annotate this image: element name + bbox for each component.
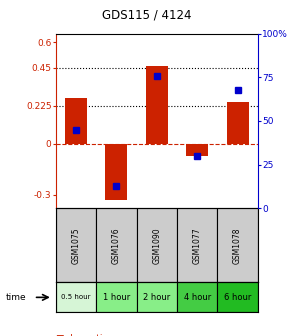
Bar bbox=[56, 208, 96, 282]
Bar bbox=[217, 208, 258, 282]
Text: GSM1077: GSM1077 bbox=[193, 227, 202, 264]
Text: 0.5 hour: 0.5 hour bbox=[61, 294, 91, 300]
Text: GSM1075: GSM1075 bbox=[71, 227, 80, 264]
Bar bbox=[96, 282, 137, 312]
Bar bbox=[65, 98, 87, 144]
Bar bbox=[137, 282, 177, 312]
Text: time: time bbox=[6, 293, 26, 302]
Bar bbox=[146, 66, 168, 144]
Bar bbox=[186, 144, 208, 156]
Text: ■  log ratio: ■ log ratio bbox=[56, 334, 108, 336]
Text: GSM1078: GSM1078 bbox=[233, 227, 242, 263]
Bar bbox=[105, 144, 127, 200]
Bar bbox=[226, 102, 249, 144]
Text: 6 hour: 6 hour bbox=[224, 293, 251, 302]
Bar bbox=[177, 208, 217, 282]
Bar bbox=[177, 282, 217, 312]
Bar bbox=[96, 208, 137, 282]
Bar bbox=[56, 282, 96, 312]
Text: 1 hour: 1 hour bbox=[103, 293, 130, 302]
Bar bbox=[137, 208, 177, 282]
Text: 2 hour: 2 hour bbox=[143, 293, 171, 302]
Text: GDS115 / 4124: GDS115 / 4124 bbox=[102, 9, 191, 22]
Text: GSM1090: GSM1090 bbox=[152, 227, 161, 264]
Text: 4 hour: 4 hour bbox=[183, 293, 211, 302]
Text: GSM1076: GSM1076 bbox=[112, 227, 121, 264]
Bar bbox=[217, 282, 258, 312]
